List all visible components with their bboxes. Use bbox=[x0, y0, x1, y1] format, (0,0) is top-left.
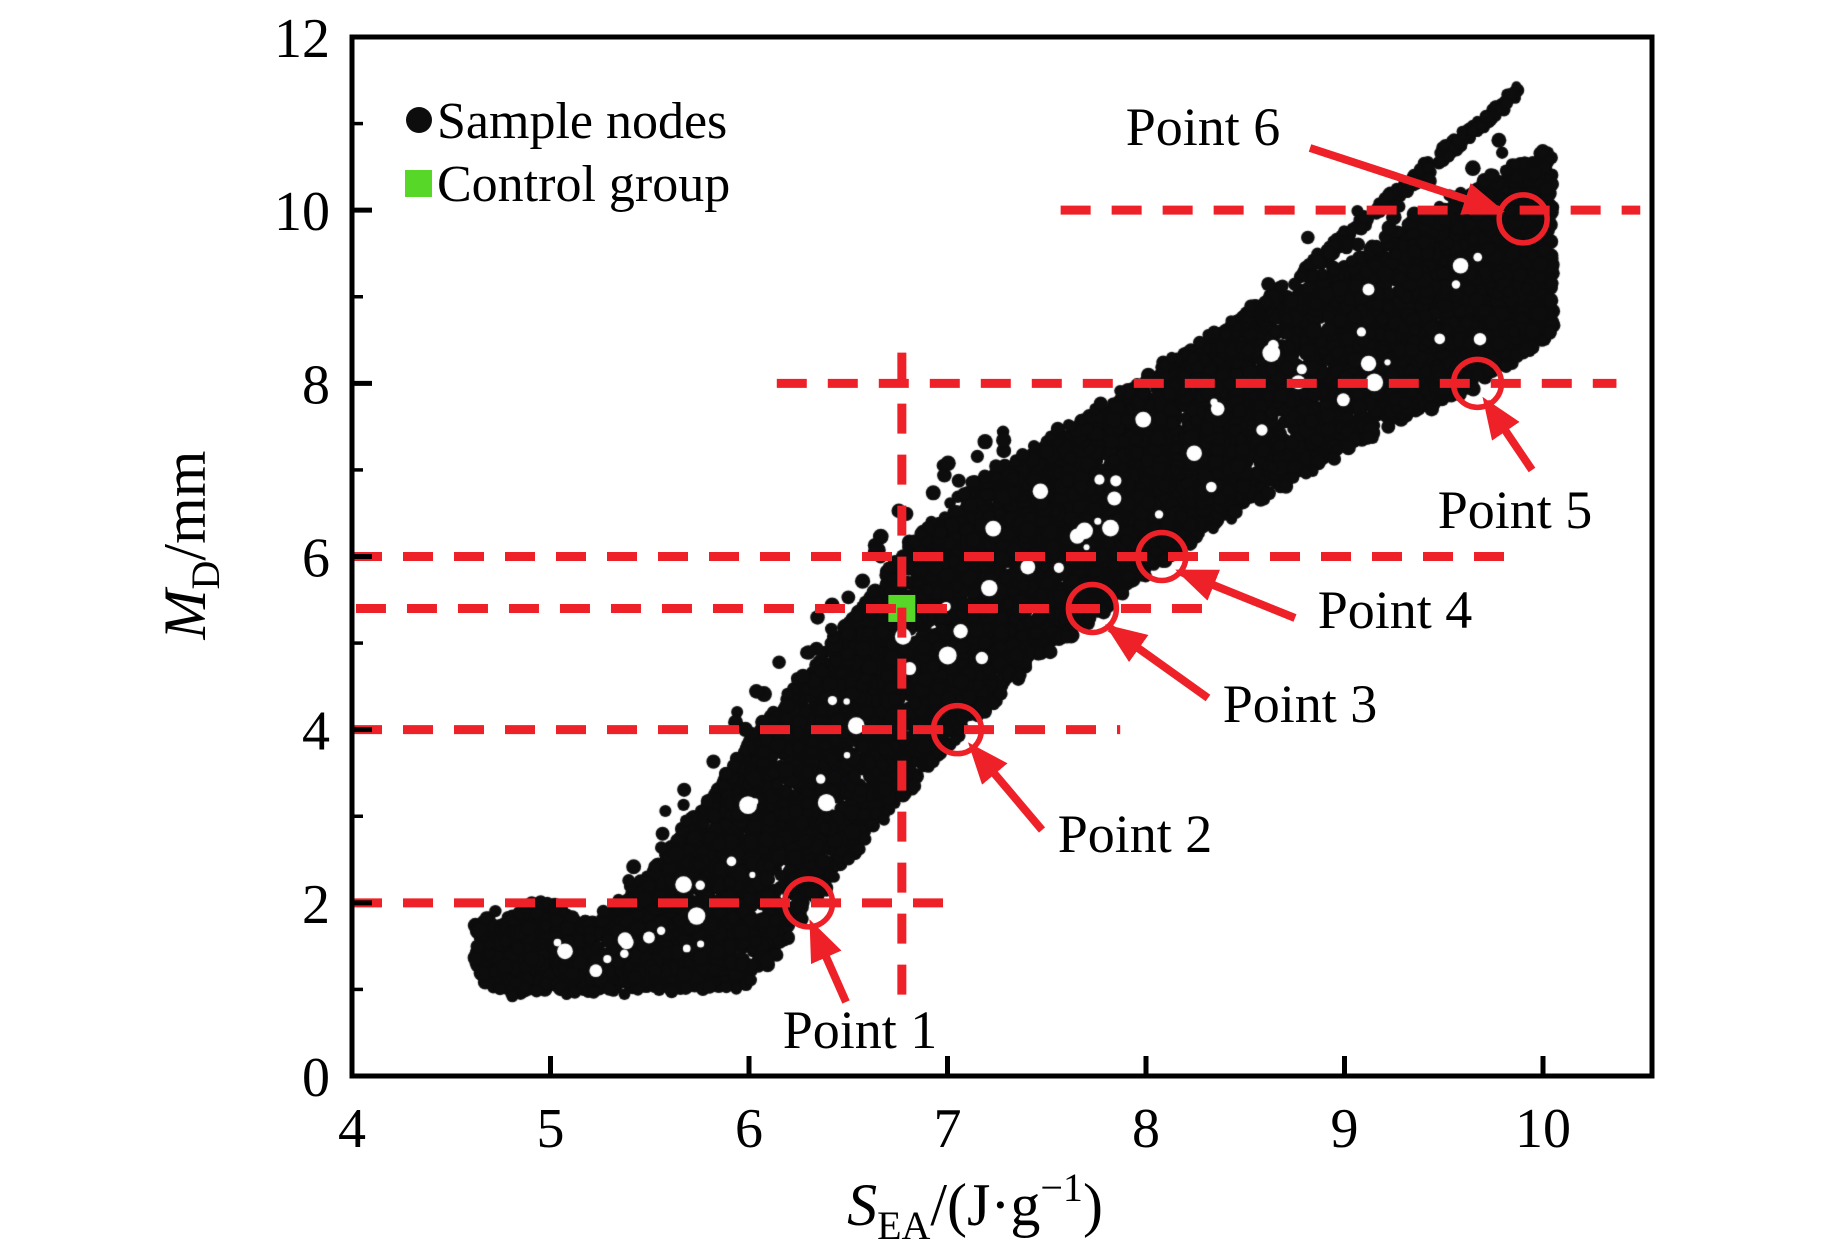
y-tick-label-4: 4 bbox=[302, 701, 330, 763]
annotation-label-3: Point 3 bbox=[1223, 674, 1378, 734]
annotation-arrow-2 bbox=[967, 742, 1046, 833]
x-axis-title: SEA/(J·g−1) bbox=[847, 1165, 1103, 1248]
y-axis-title: MD/mm bbox=[152, 451, 228, 641]
annotation-point-5 bbox=[1450, 356, 1536, 473]
annotation-label-2: Point 2 bbox=[1058, 804, 1213, 864]
x-tick-label-4: 4 bbox=[338, 1098, 366, 1160]
annotation-point-6 bbox=[1308, 144, 1550, 246]
legend bbox=[405, 107, 432, 197]
x-tick-label-6: 6 bbox=[735, 1098, 763, 1160]
axes bbox=[349, 34, 1655, 1079]
annotation-circle-2 bbox=[930, 702, 985, 757]
legend-sample-nodes-dot-icon bbox=[406, 107, 432, 133]
annotation-label-4: Point 4 bbox=[1318, 580, 1473, 640]
annotation-label-1: Point 1 bbox=[783, 1000, 938, 1060]
annotation-label-5: Point 5 bbox=[1438, 480, 1593, 540]
annotation-circle-5 bbox=[1450, 356, 1505, 411]
x-tick-label-7: 7 bbox=[934, 1098, 962, 1160]
annotation-label-6: Point 6 bbox=[1126, 97, 1281, 157]
y-tick-label-10: 10 bbox=[274, 181, 330, 243]
annotation-circle-4 bbox=[1135, 529, 1189, 584]
x-tick-label-5: 5 bbox=[537, 1098, 565, 1160]
annotation-arrow-6 bbox=[1308, 144, 1505, 215]
annotation-circle-3 bbox=[1065, 581, 1120, 636]
y-tick-label-2: 2 bbox=[302, 874, 330, 936]
legend-control-group-square-icon bbox=[405, 170, 432, 197]
x-tick-label-8: 8 bbox=[1132, 1098, 1160, 1160]
annotation-arrow-3 bbox=[1104, 624, 1211, 702]
y-tick-label-12: 12 bbox=[274, 8, 330, 70]
annotation-point-1 bbox=[781, 876, 850, 1004]
legend-sample-nodes-label: Sample nodes bbox=[437, 93, 727, 150]
annotation-arrow-5 bbox=[1482, 396, 1536, 473]
annotation-point-2 bbox=[930, 702, 1046, 833]
legend-control-group-label: Control group bbox=[437, 156, 730, 213]
annotation-point-4 bbox=[1135, 529, 1297, 622]
y-tick-label-8: 8 bbox=[302, 354, 330, 416]
x-tick-label-9: 9 bbox=[1331, 1098, 1359, 1160]
y-tick-label-0: 0 bbox=[302, 1047, 330, 1109]
annotation-arrow-1 bbox=[808, 919, 850, 1004]
x-tick-label-10: 10 bbox=[1515, 1098, 1571, 1160]
annotation-point-3 bbox=[1065, 581, 1211, 702]
annotation-circle-6 bbox=[1496, 192, 1550, 246]
annotation-arrow-4 bbox=[1175, 568, 1297, 622]
y-tick-label-6: 6 bbox=[302, 528, 330, 590]
